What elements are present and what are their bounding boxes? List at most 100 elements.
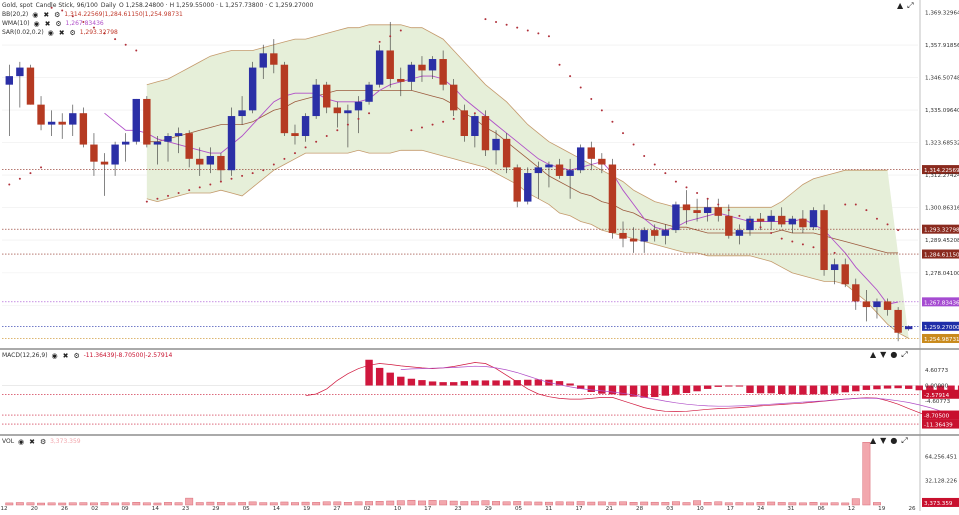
macd-signal-line (400, 365, 952, 416)
candle (428, 56, 437, 79)
volume-bar (640, 501, 649, 506)
close-icon[interactable]: ✖ (29, 437, 36, 446)
candle-body (545, 164, 553, 168)
candle-body (164, 136, 172, 142)
legend-sar: SAR(0.02,0.2) ◉ ✖ ⚙ 1,293.32798 (2, 28, 313, 37)
sar-dot (124, 43, 127, 46)
candle-body (227, 116, 236, 171)
arrow-down-icon[interactable]: ▼ (880, 436, 887, 445)
sar-dot (463, 115, 466, 118)
bollinger-upper-line (146, 24, 888, 208)
volume-bar (576, 501, 585, 506)
candle-body (682, 204, 691, 211)
vol-legend: VOL ◉ ✖ ⚙ 3,373.359 (2, 437, 81, 446)
price-axis-label: 1,357.91856 (925, 43, 959, 49)
candle (905, 325, 913, 331)
sar-dot (823, 249, 826, 252)
close-icon[interactable]: ✖ (43, 10, 50, 19)
legend-bb: BB(20,2) ◉ ✖ ⚙ 1,314.22569|1,284.61150|1… (2, 10, 313, 19)
pin-icon[interactable]: ● (890, 436, 898, 445)
candle (566, 158, 574, 199)
sar-dot (114, 38, 117, 41)
close-icon[interactable]: ✖ (58, 28, 65, 37)
volume-bar (280, 501, 289, 506)
volume-bar (682, 502, 691, 506)
x-axis-label: 05 (243, 506, 251, 511)
volume-bar (862, 442, 871, 506)
candle-body (47, 121, 56, 125)
sar-dot (526, 29, 529, 32)
candle-body (746, 218, 754, 231)
macd-histogram-bar (693, 385, 701, 392)
candle-body (375, 50, 384, 85)
pin-icon[interactable]: ● (890, 350, 898, 359)
candle (883, 298, 892, 316)
candle-body (725, 215, 733, 236)
x-axis-label: 06 (818, 506, 826, 511)
candle-body (143, 98, 151, 145)
vol-axis-label: 64,256.451 (925, 454, 957, 460)
volume-bar (185, 497, 194, 506)
gear-icon[interactable]: ⚙ (69, 28, 76, 37)
volume-bar (301, 501, 310, 506)
arrow-down-icon[interactable]: ▼ (880, 350, 887, 359)
sar-values: 1,293.32798 (79, 28, 118, 36)
sar-dot (611, 120, 614, 123)
volume-bar (851, 498, 860, 506)
expand-icon[interactable]: ⤢ (901, 350, 908, 359)
eye-icon[interactable]: ◉ (51, 351, 58, 360)
expand-icon[interactable]: ⤢ (907, 1, 914, 10)
arrow-up-icon[interactable]: ▲ (870, 436, 877, 445)
sar-dot (420, 126, 423, 129)
candle-body (397, 78, 405, 82)
candle-body (756, 218, 765, 222)
gear-icon[interactable]: ⚙ (39, 437, 47, 446)
candle (333, 101, 342, 128)
gear-icon[interactable]: ⚙ (73, 351, 80, 360)
sar-dot (547, 35, 550, 38)
candle-body (26, 67, 35, 105)
expand-icon[interactable]: ⤢ (901, 436, 908, 445)
eye-icon[interactable]: ◉ (32, 10, 39, 19)
volume-bar (428, 500, 437, 506)
arrow-up-icon[interactable]: ▲ (870, 350, 877, 359)
x-axis-label: 03 (666, 506, 674, 511)
volume-bar (566, 501, 575, 506)
volume-bar (100, 502, 109, 506)
sar-dot (738, 214, 741, 217)
volume-bar (333, 501, 342, 506)
sar-dot (283, 157, 286, 160)
macd-histogram-bar (640, 385, 648, 398)
candle (58, 113, 66, 139)
sar-dot (145, 200, 148, 203)
volume-bar (608, 501, 617, 506)
price-tag-label: 1,267.83436 (924, 300, 959, 306)
sar-dot (262, 169, 265, 172)
gear-icon[interactable]: ⚙ (54, 10, 61, 19)
macd-histogram-bar (492, 380, 500, 386)
x-axis-label: 29 (485, 506, 493, 511)
close-icon[interactable]: ✖ (62, 351, 69, 360)
macd-histogram-bar (619, 385, 627, 396)
volume-bar (809, 502, 818, 506)
eye-icon[interactable]: ◉ (18, 437, 25, 446)
gear-icon[interactable]: ⚙ (55, 19, 62, 28)
eye-icon[interactable]: ◉ (47, 28, 54, 37)
candle-body (291, 133, 299, 137)
close-icon[interactable]: ✖ (44, 19, 51, 28)
sar-dot (632, 143, 635, 146)
candle (132, 98, 140, 145)
candle-body (883, 301, 892, 310)
candle (270, 39, 278, 74)
macd-histogram-bar (524, 379, 532, 386)
candle (69, 104, 77, 137)
price-tag-label: 1,314.22569 (924, 168, 959, 174)
wma-values: 1,267.83436 (65, 19, 104, 27)
candle (174, 127, 183, 154)
price-axis-label: 1,335.09640 (925, 108, 959, 114)
arrow-up-icon[interactable]: ▲ (897, 1, 904, 10)
volume-bar (470, 500, 479, 506)
candle (100, 153, 109, 196)
eye-icon[interactable]: ◉ (33, 19, 40, 28)
